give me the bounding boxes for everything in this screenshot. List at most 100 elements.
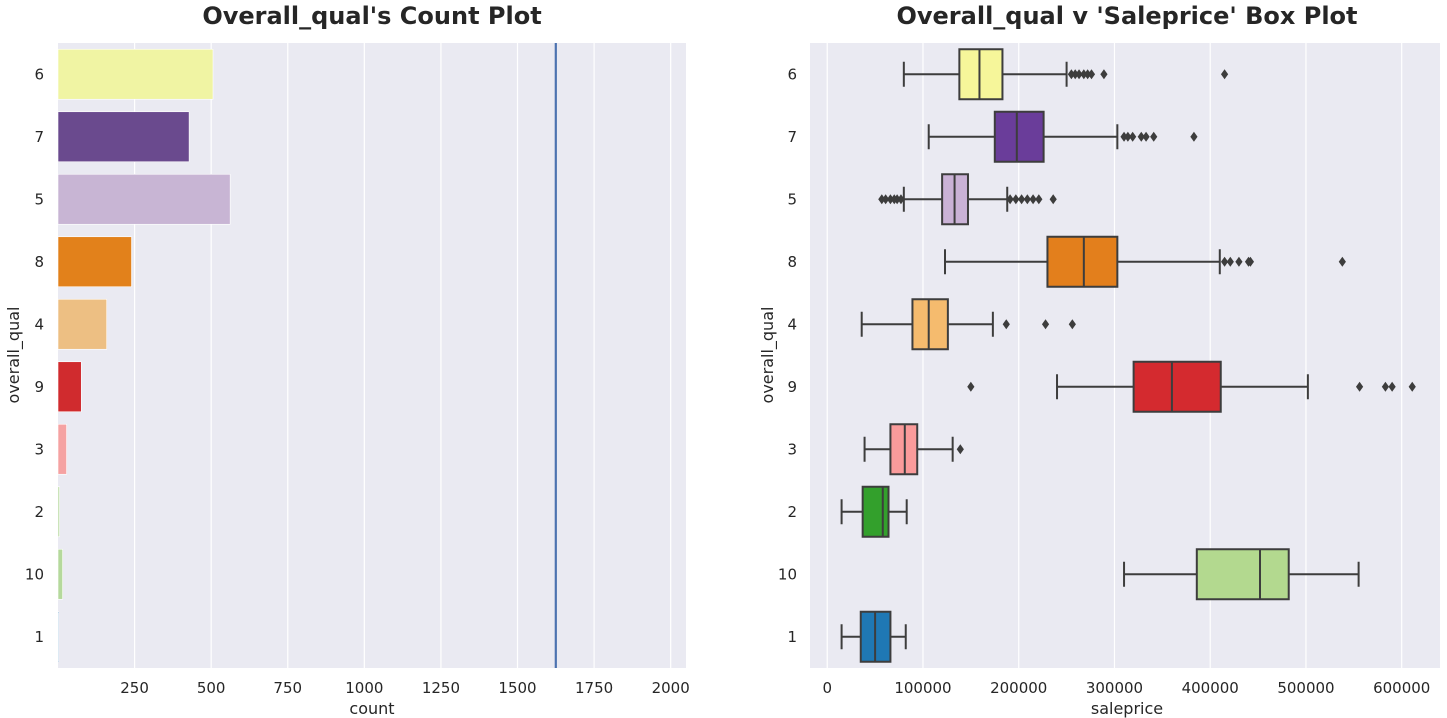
box-outlier-6 xyxy=(1220,69,1229,80)
box-outlier-9 xyxy=(1381,381,1390,392)
count-plot-y-tick-label: 8 xyxy=(34,253,44,271)
count-plot-x-tick-label: 1750 xyxy=(575,679,613,697)
count-plot-x-ticks: 250 500 750 1000 1250 1500 1750 2000 xyxy=(120,679,690,697)
box-iqr-7 xyxy=(993,110,1045,163)
box-iqr-8 xyxy=(1046,235,1119,288)
count-bar-4 xyxy=(57,298,108,350)
box-plot-x-tick-label: 400000 xyxy=(1182,679,1239,697)
box-outlier-5 xyxy=(1017,194,1026,205)
box-outlier-3 xyxy=(956,444,964,455)
box-iqr-4 xyxy=(911,298,949,351)
box-outlier-9 xyxy=(1408,381,1416,392)
box-outlier-5 xyxy=(1029,194,1037,205)
count-plot-y-label: overall_qual xyxy=(4,307,24,404)
box-outlier-7 xyxy=(1150,131,1158,142)
box-plot-y-tick-label: 1 xyxy=(787,628,797,646)
box-plot-x-tick-label: 200000 xyxy=(990,679,1047,697)
count-plot-x-tick-label: 750 xyxy=(273,679,302,697)
count-plot-x-tick-label: 1000 xyxy=(345,679,383,697)
box-outlier-7 xyxy=(1137,131,1145,142)
box-plot-y-tick-label: 4 xyxy=(787,315,797,333)
box-outlier-4 xyxy=(1002,319,1010,330)
box-outlier-5 xyxy=(897,194,905,205)
count-bar-9 xyxy=(57,361,82,413)
box-outlier-5 xyxy=(1049,194,1057,205)
box-iqr-6 xyxy=(958,48,1004,101)
box-outlier-7 xyxy=(1129,131,1137,142)
box-outlier-5 xyxy=(1035,194,1043,205)
count-bar-3 xyxy=(57,423,67,475)
box-plot-x-tick-label: 500000 xyxy=(1277,679,1334,697)
box-iqr-10 xyxy=(1195,548,1290,601)
count-plot-y-tick-label: 7 xyxy=(34,128,44,146)
box-plot-y-tick-label: 2 xyxy=(787,503,797,521)
box-plot-x-tick-label: 300000 xyxy=(1086,679,1143,697)
box-outlier-5 xyxy=(893,194,901,205)
count-plot-y-ticks: 6 7 5 8 4 9 3 2 10 1 xyxy=(25,65,44,646)
count-plot-y-tick-label: 1 xyxy=(34,628,44,646)
box-outlier-7 xyxy=(1142,131,1150,142)
box-outlier-5 xyxy=(882,194,890,205)
box-plot-y-tick-label: 8 xyxy=(787,253,797,271)
box-iqr-2 xyxy=(861,485,890,538)
box-outlier-8 xyxy=(1246,256,1255,267)
box-outlier-7 xyxy=(1124,131,1132,142)
count-plot-x-tick-label: 500 xyxy=(197,679,226,697)
box-plot-gridlines xyxy=(826,43,1403,668)
box-outlier-8 xyxy=(1220,256,1229,267)
count-plot-y-tick-label: 9 xyxy=(34,378,44,396)
box-outlier-6 xyxy=(1080,69,1088,80)
box-outlier-9 xyxy=(967,381,975,392)
count-plot-x-tick-label: 2000 xyxy=(652,679,690,697)
box-outlier-4 xyxy=(1041,319,1050,330)
box-outlier-5 xyxy=(1006,194,1014,205)
box-plot-boxes xyxy=(840,48,1416,663)
box-outlier-8 xyxy=(1338,256,1346,267)
box-plot-title: Overall_qual v 'Saleprice' Box Plot xyxy=(896,2,1357,30)
box-outlier-7 xyxy=(1190,131,1198,142)
count-bar-6 xyxy=(57,48,214,100)
count-bar-1 xyxy=(57,611,59,663)
box-outlier-6 xyxy=(1075,69,1083,80)
box-plot-x-tick-label: 600000 xyxy=(1373,679,1430,697)
count-bar-2 xyxy=(57,486,60,538)
box-plot-x-ticks: 0 100000 200000 300000 400000 500000 600000 xyxy=(822,679,1430,697)
box-plot-x-tick-label: 100000 xyxy=(894,679,951,697)
box-plot-y-tick-label: 5 xyxy=(787,190,797,208)
box-outlier-8 xyxy=(1226,256,1234,267)
box-outlier-4 xyxy=(1068,319,1076,330)
box-plot-x-tick-label: 0 xyxy=(822,679,832,697)
box-outlier-6 xyxy=(1100,69,1108,80)
count-bar-10 xyxy=(57,548,63,600)
box-outlier-6 xyxy=(1084,69,1092,80)
count-plot-y-tick-label: 3 xyxy=(34,440,44,458)
count-plot-x-tick-label: 250 xyxy=(120,679,149,697)
count-plot-y-tick-label: 10 xyxy=(25,565,44,583)
box-plot-y-tick-label: 6 xyxy=(787,65,797,83)
box-outlier-9 xyxy=(1388,381,1396,392)
count-bar-7 xyxy=(57,111,190,163)
box-plot-y-tick-label: 3 xyxy=(787,440,797,458)
box-plot-y-tick-label: 9 xyxy=(787,378,797,396)
box-outlier-7 xyxy=(1120,131,1128,142)
count-plot-title: Overall_qual's Count Plot xyxy=(202,2,541,30)
count-plot-y-tick-label: 2 xyxy=(34,503,44,521)
box-outlier-5 xyxy=(1012,194,1020,205)
box-plot-x-label: saleprice xyxy=(1091,699,1163,718)
count-bar-8 xyxy=(57,236,132,288)
count-plot-y-tick-label: 5 xyxy=(34,190,44,208)
box-outlier-5 xyxy=(1023,194,1031,205)
box-outlier-9 xyxy=(1355,381,1364,392)
box-plot-y-label: overall_qual xyxy=(758,307,778,404)
count-plot-y-tick-label: 4 xyxy=(34,315,44,333)
count-plot-x-tick-label: 1250 xyxy=(422,679,460,697)
count-plot-bars xyxy=(57,48,231,663)
box-outlier-6 xyxy=(1071,69,1079,80)
count-plot-x-label: count xyxy=(349,699,394,718)
box-plot-y-ticks: 6 7 5 8 4 9 3 2 10 1 xyxy=(778,65,797,646)
box-iqr-9 xyxy=(1132,360,1222,413)
box-plot-panel: 6 7 5 8 4 9 3 2 10 1 0 100000 200000 300000 400000 500… xyxy=(758,2,1440,718)
count-bar-5 xyxy=(57,173,231,225)
box-plot-y-tick-label: 7 xyxy=(787,128,797,146)
